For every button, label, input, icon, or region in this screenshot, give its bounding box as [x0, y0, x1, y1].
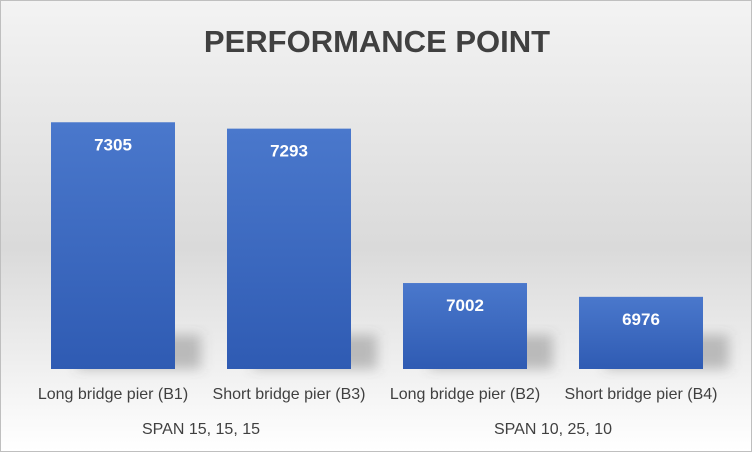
category-label-1: Long bridge pier (B1) [38, 386, 188, 403]
bar-1 [51, 122, 175, 369]
chart-title: PERFORMANCE POINT [204, 24, 550, 59]
value-label-2: 7293 [270, 142, 308, 161]
bar-4 [579, 296, 703, 369]
category-label-2: Short bridge pier (B3) [213, 386, 366, 403]
value-label-1: 7305 [94, 135, 132, 154]
bar-3 [403, 283, 527, 369]
category-label-4: Short bridge pier (B4) [565, 386, 718, 403]
group-label-1: SPAN 15, 15, 15 [142, 421, 260, 438]
bars-layer [51, 122, 729, 369]
labels-layer: 7305 Long bridge pier (B1) 7293 Short bridg… [38, 135, 718, 438]
value-label-3: 7002 [446, 296, 484, 315]
category-label-3: Long bridge pier (B2) [390, 386, 540, 403]
group-label-2: SPAN 10, 25, 10 [494, 421, 612, 438]
value-label-4: 6976 [622, 310, 660, 329]
bar-2 [227, 128, 351, 369]
